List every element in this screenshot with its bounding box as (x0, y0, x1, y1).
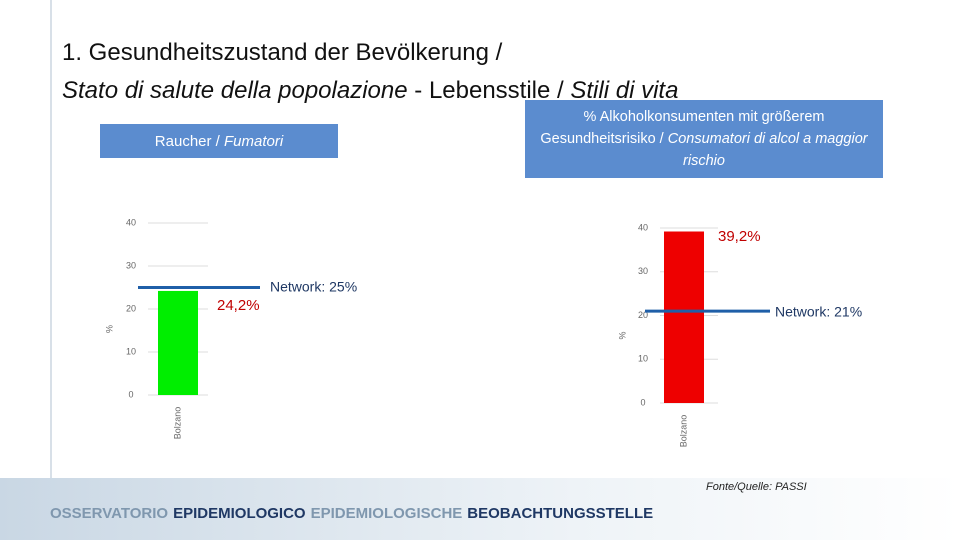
source: Fonte/Quelle: PASSI (706, 481, 807, 493)
footer-part: EPIDEMIOLOGISCHE (310, 505, 463, 522)
bar (664, 231, 704, 403)
value-label: 24,2% (217, 297, 260, 314)
footer-part: OSSERVATORIO (50, 505, 169, 522)
title-part: - (414, 77, 423, 104)
footer-band (0, 478, 960, 540)
x-tick-label: Bolzano (678, 415, 688, 448)
x-tick-label: Bolzano (172, 407, 182, 440)
title-part: Raucher / (154, 132, 220, 150)
title-part: Lebensstile / (428, 77, 564, 104)
chart-header: Raucher / Fumatori (100, 124, 338, 158)
chart-header: % Alkoholkonsumenten mit größerem Gesund… (525, 100, 883, 178)
footer-text: OSSERVATORIO EPIDEMIOLOGICO EPIDEMIOLOGISC… (50, 505, 658, 522)
title-line: Stato di salute della popolazione - Lebe… (62, 72, 678, 110)
title-line: 1. Gesundheitszustand der Bevölkerung / (62, 39, 503, 66)
y-tick-label: 20 (126, 303, 136, 313)
y-axis-label: % (104, 325, 114, 333)
title-part: Stili di vita (570, 77, 679, 104)
title-part: Fumatori (224, 132, 284, 150)
y-tick-label: 10 (126, 346, 136, 356)
y-tick-label: 0 (640, 397, 645, 407)
title-part: % Alkoholkonsumenten mit größerem Gesund… (540, 109, 825, 147)
y-axis-label: % (617, 331, 627, 339)
footer-part: BEOBACHTUNGSSTELLE (467, 505, 654, 522)
bar (158, 290, 198, 395)
reference-label: Network: 21% (775, 304, 862, 320)
y-tick-label: 40 (638, 222, 648, 232)
y-tick-label: 20 (638, 310, 648, 320)
title-part: Stato di salute della popolazione (62, 77, 408, 104)
y-tick-label: 0 (128, 389, 133, 399)
y-tick-label: 30 (126, 260, 136, 270)
footer-part: EPIDEMIOLOGICO (173, 505, 306, 522)
value-label: 39,2% (718, 228, 761, 245)
slide-title: 1. Gesundheitszustand der Bevölkerung / … (62, 34, 678, 110)
divider (50, 0, 52, 480)
title-part: Consumatori di alcol a maggior rischio (667, 131, 868, 169)
y-tick-label: 30 (638, 266, 648, 276)
y-tick-label: 10 (638, 354, 648, 364)
reference-label: Network: 25% (270, 279, 357, 295)
y-tick-label: 40 (126, 217, 136, 227)
